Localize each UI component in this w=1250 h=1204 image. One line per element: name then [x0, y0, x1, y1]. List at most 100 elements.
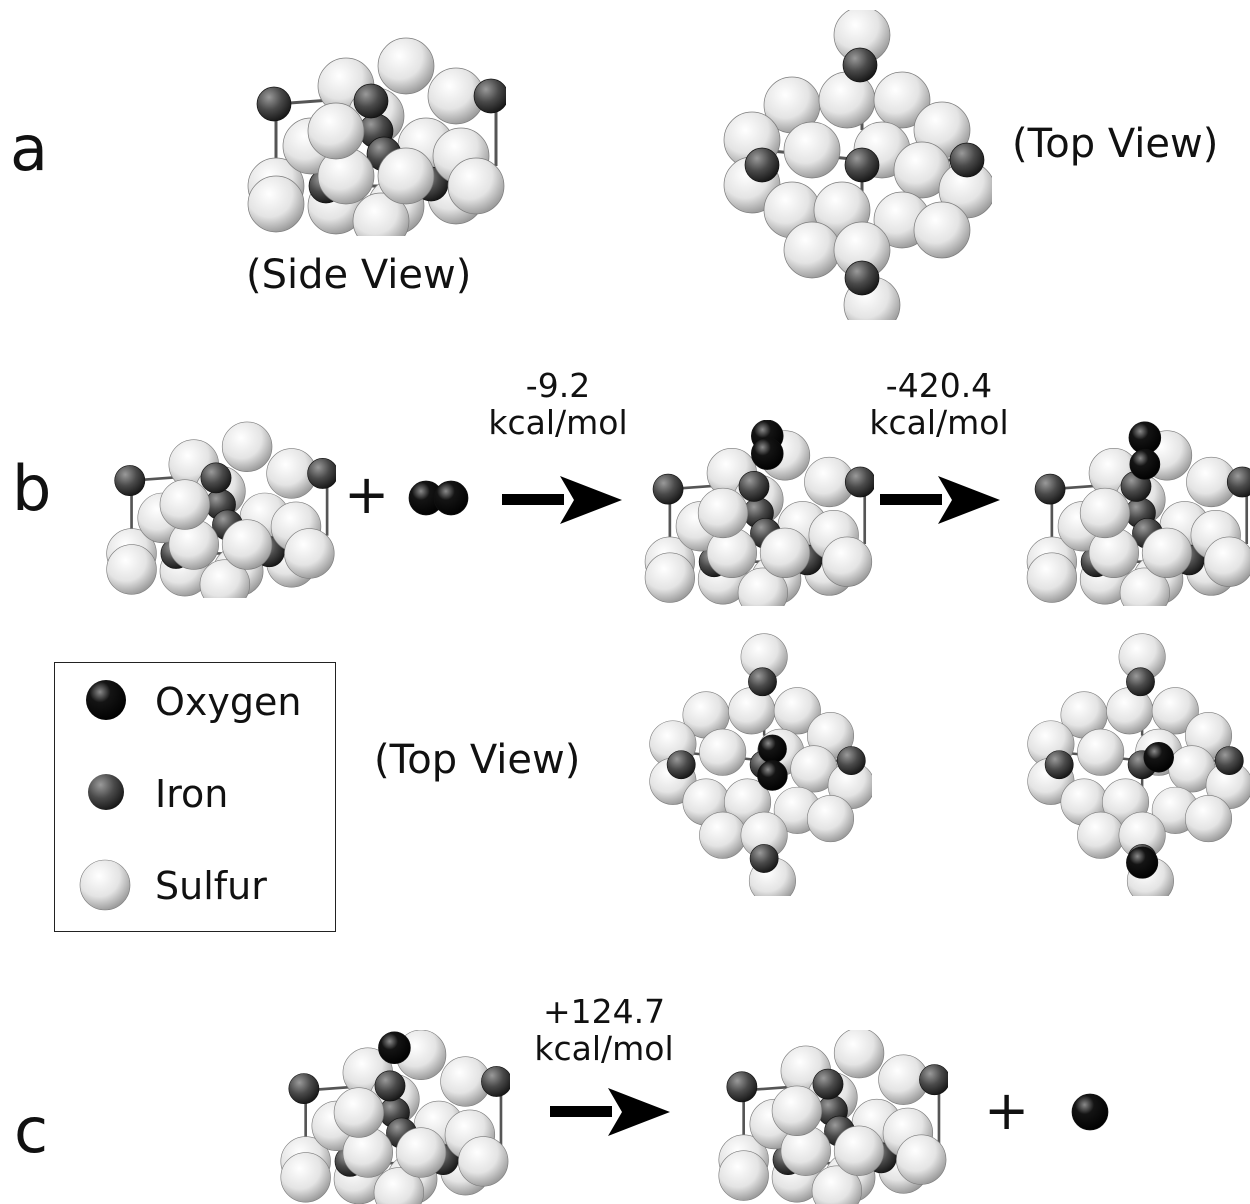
iron-atom-icon	[88, 774, 124, 810]
iron-atom	[1044, 750, 1074, 780]
sulfur-atom	[1141, 527, 1193, 578]
energy-unit-b1: kcal/mol	[488, 402, 628, 442]
sulfur-atom	[1184, 795, 1233, 843]
iron-atom	[812, 1068, 844, 1100]
sulfur-atom	[447, 157, 505, 215]
sulfur-atom	[307, 102, 365, 160]
reaction-arrow-b1	[502, 476, 622, 524]
sulfur-atom	[873, 71, 931, 129]
iron-atom	[473, 78, 506, 114]
iron-atom	[353, 83, 389, 119]
iron-atom	[748, 667, 777, 697]
oxygen-atom	[1126, 846, 1159, 879]
sulfur-atom	[247, 175, 305, 233]
fes-cluster-top-view-a	[723, 10, 992, 320]
legend-item-iron: Iron	[55, 763, 335, 823]
sulfur-atom	[811, 1165, 863, 1204]
sulfur-atom	[333, 1087, 385, 1138]
oxygen-atom	[751, 437, 784, 470]
iron-atom	[949, 142, 985, 178]
oxygen-atom	[757, 760, 788, 791]
sulfur-atom	[1203, 536, 1250, 587]
oxygen-atom-c	[1071, 1093, 1109, 1131]
oxygen-atom-icon	[86, 680, 126, 720]
iron-atom	[844, 260, 880, 296]
sulfur-atom	[737, 567, 788, 606]
sulfur-atom	[1077, 811, 1125, 859]
iron-atom	[919, 1064, 948, 1096]
sulfur-atom	[395, 1127, 447, 1178]
energy-value-b2: -420.4	[885, 366, 993, 405]
energy-label-b1: -9.2 kcal/mol	[478, 367, 638, 442]
sulfur-atom	[833, 1030, 885, 1079]
sulfur-atom	[773, 687, 821, 735]
sulfur-atom	[699, 728, 747, 776]
sulfur-atom	[373, 1167, 425, 1204]
fes-cluster-product-c	[718, 1030, 948, 1204]
sulfur-atom	[896, 1134, 947, 1185]
fes-cluster-with-oxygen-c	[280, 1030, 510, 1204]
iron-atom	[749, 844, 779, 873]
energy-label-b2: -420.4 kcal/mol	[854, 366, 1024, 442]
iron-atom	[1214, 746, 1244, 775]
fes-cluster-o-dissociated-b	[1026, 421, 1250, 606]
iron-atom	[1126, 667, 1155, 697]
sulfur-atom	[1079, 487, 1131, 539]
sulfur-atom	[771, 1085, 823, 1136]
sulfur-atom	[913, 201, 971, 259]
iron-atom	[842, 47, 878, 83]
iron-atom	[374, 1070, 406, 1102]
sulfur-atom	[821, 536, 873, 587]
sulfur-atom	[759, 527, 811, 578]
oxygen-atom	[1129, 448, 1161, 480]
iron-atom	[307, 458, 336, 489]
iron-atom	[726, 1071, 758, 1103]
fes-cluster-side-view-a	[247, 37, 506, 236]
iron-atom	[666, 750, 696, 780]
sulfur-atom	[284, 528, 335, 579]
sulfur-atom	[1077, 728, 1125, 776]
o2-molecule-b	[408, 480, 469, 516]
panel-label-b: b	[12, 452, 52, 525]
sulfur-atom	[377, 37, 435, 95]
sulfur-atom	[377, 147, 435, 205]
sulfur-atom	[199, 559, 251, 598]
sulfur-atom	[458, 1136, 509, 1187]
plus-sign-b: +	[344, 463, 390, 526]
sulfur-atom	[221, 421, 273, 472]
legend-label-iron: Iron	[155, 772, 229, 816]
sulfur-atom	[783, 221, 841, 279]
oxygen-atom	[1143, 742, 1174, 773]
legend: Oxygen Iron Sulfur	[54, 662, 336, 932]
sulfur-atom	[806, 795, 855, 843]
sulfur-atom	[1026, 552, 1077, 603]
sulfur-atom	[106, 544, 157, 595]
sulfur-atom	[718, 1150, 769, 1201]
sulfur-atom	[644, 552, 695, 603]
sulfur-atom	[697, 487, 749, 539]
oxygen-atom	[378, 1031, 411, 1065]
energy-value-c1: +124.7	[542, 992, 666, 1031]
iron-atom	[481, 1066, 510, 1097]
panel-label-a: a	[10, 112, 48, 185]
fes-cluster-o2-adsorbed-b	[644, 420, 874, 606]
iron-atom	[844, 147, 880, 183]
sulfur-atom	[699, 811, 747, 859]
top-view-caption-a: (Top View)	[1012, 121, 1219, 167]
fes-cluster-top-view-o2-b	[649, 633, 872, 896]
fes-cluster-top-view-o-b	[1027, 633, 1250, 896]
oxygen-atom	[1128, 421, 1162, 454]
sulfur-atom	[352, 192, 410, 236]
sulfur-atom	[280, 1152, 331, 1203]
legend-label-sulfur: Sulfur	[155, 864, 267, 908]
side-view-caption: (Side View)	[246, 252, 472, 298]
sulfur-atom	[833, 1125, 885, 1176]
iron-atom	[200, 462, 232, 494]
iron-atom	[1034, 473, 1066, 505]
iron-atom	[1226, 466, 1250, 498]
oxygen-atom	[758, 734, 787, 764]
sulfur-atom	[1151, 687, 1199, 735]
iron-atom	[256, 86, 292, 122]
plus-sign-c: +	[984, 1079, 1030, 1142]
reaction-arrow-c1	[550, 1088, 670, 1136]
